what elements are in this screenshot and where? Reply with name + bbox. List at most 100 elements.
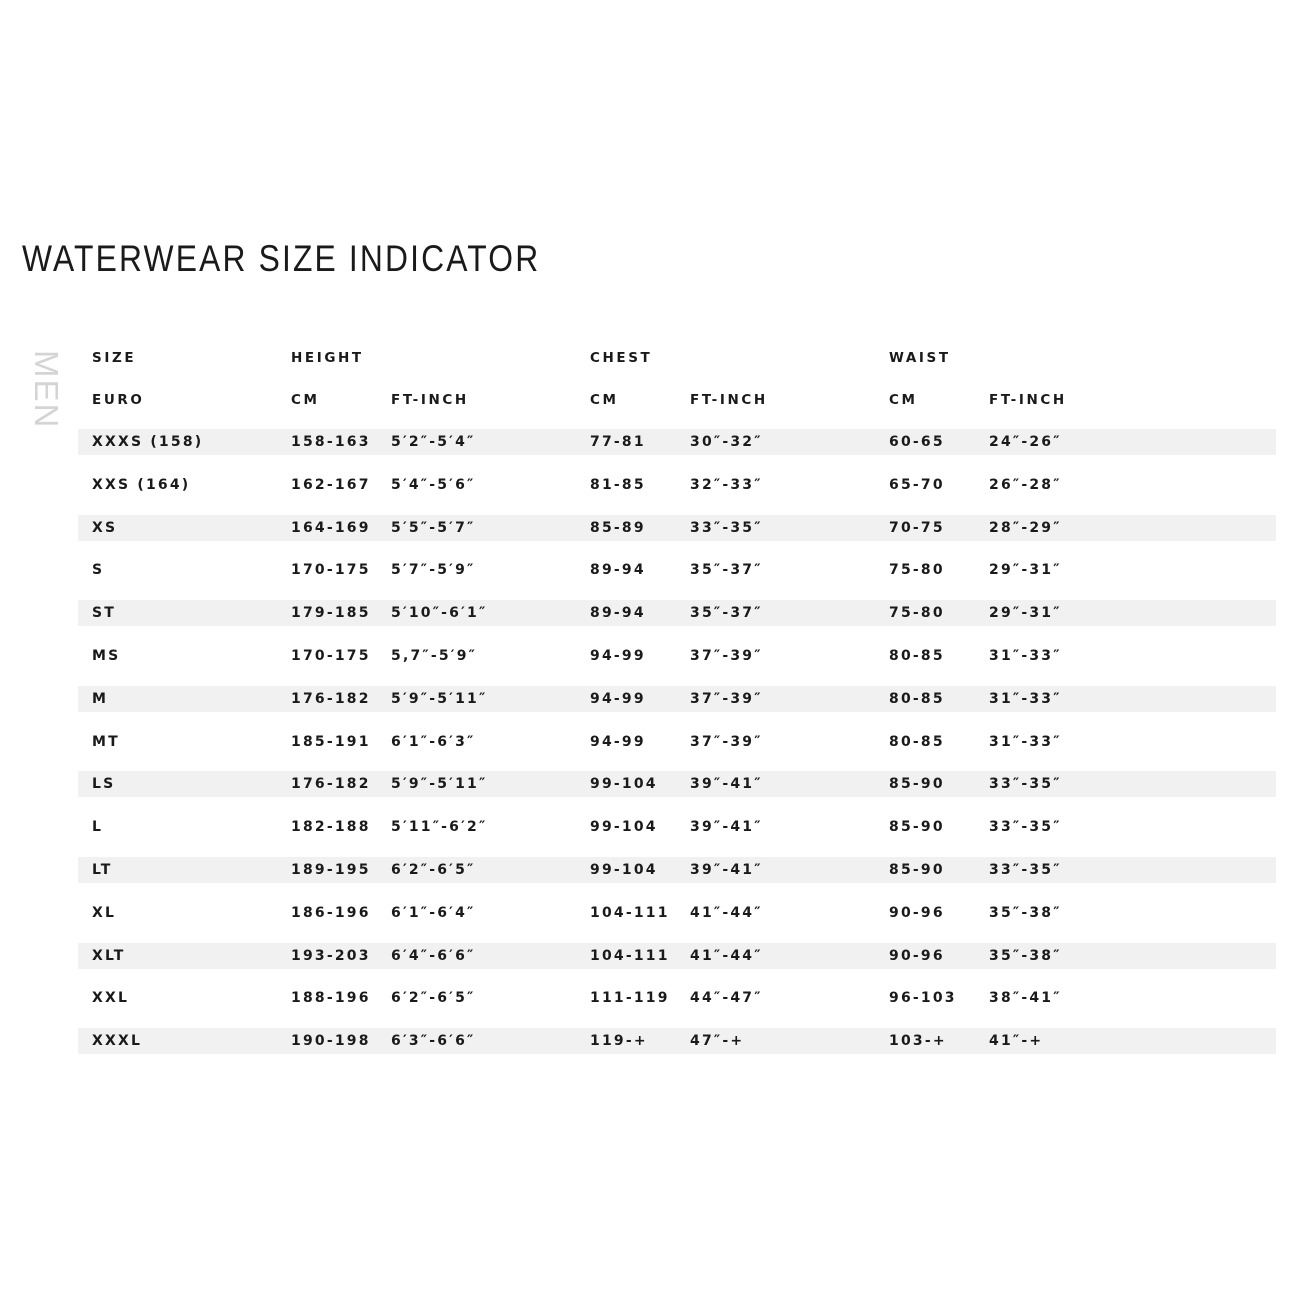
cell-chest-ft-inch: 35″-37″ xyxy=(690,562,763,579)
cell-chest-ft-inch: 39″-41″ xyxy=(690,819,763,836)
cell-chest-cm: 81-85 xyxy=(590,476,646,493)
cell-waist-ft-inch: 26″-28″ xyxy=(989,476,1062,493)
cell-size-euro: MT xyxy=(92,733,120,750)
cell-height-cm: 164-169 xyxy=(291,519,371,536)
cell-size-euro: LS xyxy=(92,776,116,793)
cell-chest-cm: 111-119 xyxy=(590,990,670,1007)
table-row: ST 179-185 5′10″-6′1″ 89-94 35″-37″ 75-80 29″-… xyxy=(78,600,1276,627)
cell-waist-ft-inch: 33″-35″ xyxy=(989,776,1062,793)
cell-waist-cm: 80-85 xyxy=(889,648,945,664)
cell-waist-cm: 80-85 xyxy=(889,690,945,707)
cell-chest-ft-inch: 47″-+ xyxy=(690,1033,745,1050)
cell-chest-ft-inch: 44″-47″ xyxy=(690,990,763,1007)
cell-chest-cm: 99-104 xyxy=(590,862,658,878)
table-row: XXXS (158) 158-163 5′2″-5′4″ 77-81 30″-32″ 60… xyxy=(78,429,1276,455)
subheader-waist-ft-inch: FT-INCH xyxy=(989,392,1067,408)
cell-size-euro: S xyxy=(92,562,105,579)
cell-waist-ft-inch: 29″-31″ xyxy=(989,562,1062,579)
page-title: WATERWEAR SIZE INDICATOR xyxy=(22,238,541,279)
table-row: MT 185-191 6′1″-6′3″ 94-99 37″-39″ 80-85 31″-3… xyxy=(78,729,1276,755)
cell-height-cm: 186-196 xyxy=(291,904,371,921)
cell-chest-cm: 99-104 xyxy=(590,776,658,793)
cell-waist-ft-inch: 33″-35″ xyxy=(989,862,1062,878)
cell-height-ft-inch: 5′5″-5′7″ xyxy=(391,519,476,536)
cell-chest-ft-inch: 33″-35″ xyxy=(690,519,763,536)
table-row: XLT 193-203 6′4″-6′6″ 104-111 41″-44″ 90-96 35… xyxy=(78,942,1276,969)
cell-waist-ft-inch: 29″-31″ xyxy=(989,605,1062,622)
cell-height-ft-inch: 5′10″-6′1″ xyxy=(391,605,488,622)
cell-waist-cm: 85-90 xyxy=(889,862,945,878)
cell-chest-ft-inch: 37″-39″ xyxy=(690,733,763,750)
cell-height-cm: 179-185 xyxy=(291,605,371,622)
cell-height-cm: 193-203 xyxy=(291,947,371,964)
cell-chest-cm: 104-111 xyxy=(590,904,670,921)
cell-waist-cm: 85-90 xyxy=(889,776,945,793)
table-row: M 176-182 5′9″-5′11″ 94-99 37″-39″ 80-85 31″-3… xyxy=(78,685,1276,712)
table-row: S 170-175 5′7″-5′9″ 89-94 35″-37″ 75-80 29″-31… xyxy=(78,557,1276,583)
cell-height-ft-inch: 6′1″-6′3″ xyxy=(391,733,476,750)
cell-chest-cm: 104-111 xyxy=(590,947,670,964)
cell-height-ft-inch: 5,7″-5′9″ xyxy=(391,648,478,664)
cell-height-ft-inch: 6′4″-6′6″ xyxy=(391,947,476,964)
cell-waist-ft-inch: 35″-38″ xyxy=(989,947,1062,964)
table-row: XXL 188-196 6′2″-6′5″ 111-119 44″-47″ 96-103 3… xyxy=(78,985,1276,1011)
cell-chest-cm: 89-94 xyxy=(590,605,646,622)
table-row: LT 189-195 6′2″-6′5″ 99-104 39″-41″ 85-90 33″-… xyxy=(78,857,1276,883)
subheader-height-cm: CM xyxy=(291,392,320,408)
subheader-waist-cm: CM xyxy=(889,392,918,408)
cell-chest-ft-inch: 39″-41″ xyxy=(690,862,763,878)
cell-size-euro: XXL xyxy=(92,990,130,1007)
cell-chest-ft-inch: 30″-32″ xyxy=(690,434,763,450)
cell-height-cm: 190-198 xyxy=(291,1033,371,1050)
table-row: XXS (164) 162-167 5′4″-5′6″ 81-85 32″-33″ 65-… xyxy=(78,472,1276,498)
cell-height-cm: 170-175 xyxy=(291,648,371,664)
cell-waist-cm: 75-80 xyxy=(889,605,945,622)
cell-size-euro: LT xyxy=(92,862,113,878)
cell-height-cm: 170-175 xyxy=(291,562,371,579)
cell-waist-ft-inch: 38″-41″ xyxy=(989,990,1062,1007)
cell-height-ft-inch: 5′4″-5′6″ xyxy=(391,476,476,493)
cell-chest-ft-inch: 41″-44″ xyxy=(690,904,763,921)
cell-size-euro: XXS (164) xyxy=(92,476,191,493)
cell-height-cm: 185-191 xyxy=(291,733,371,750)
cell-waist-cm: 65-70 xyxy=(889,476,945,493)
cell-height-cm: 158-163 xyxy=(291,434,371,450)
cell-height-ft-inch: 5′2″-5′4″ xyxy=(391,434,476,450)
header-waist: WAIST xyxy=(889,350,951,366)
section-label-men: MEN xyxy=(28,350,65,430)
cell-size-euro: XXXS (158) xyxy=(92,434,204,450)
table-row: XXXL 190-198 6′3″-6′6″ 119-+ 47″-+ 103-+ 41″-+ xyxy=(78,1028,1276,1055)
cell-height-ft-inch: 5′11″-6′2″ xyxy=(391,819,488,836)
cell-size-euro: XLT xyxy=(92,947,126,964)
table-row: XS 164-169 5′5″-5′7″ 85-89 33″-35″ 70-75 28″-2… xyxy=(78,514,1276,541)
cell-height-ft-inch: 6′3″-6′6″ xyxy=(391,1033,476,1050)
cell-waist-ft-inch: 31″-33″ xyxy=(989,648,1062,664)
cell-waist-ft-inch: 33″-35″ xyxy=(989,819,1062,836)
cell-chest-cm: 99-104 xyxy=(590,819,658,836)
cell-size-euro: XXXL xyxy=(92,1033,143,1050)
cell-chest-cm: 94-99 xyxy=(590,733,646,750)
table-row: L 182-188 5′11″-6′2″ 99-104 39″-41″ 85-90 33″-… xyxy=(78,814,1276,840)
cell-waist-cm: 75-80 xyxy=(889,562,945,579)
cell-height-ft-inch: 6′2″-6′5″ xyxy=(391,990,476,1007)
header-size: SIZE xyxy=(92,350,137,366)
cell-waist-cm: 80-85 xyxy=(889,733,945,750)
cell-height-cm: 182-188 xyxy=(291,819,371,836)
table-row: MS 170-175 5,7″-5′9″ 94-99 37″-39″ 80-85 31″-3… xyxy=(78,643,1276,669)
subheader-height-ft-inch: FT-INCH xyxy=(391,392,469,408)
cell-height-cm: 162-167 xyxy=(291,476,371,493)
cell-waist-ft-inch: 24″-26″ xyxy=(989,434,1062,450)
cell-waist-cm: 70-75 xyxy=(889,519,945,536)
table-row: LS 176-182 5′9″-5′11″ 99-104 39″-41″ 85-90 33″… xyxy=(78,771,1276,798)
cell-height-cm: 176-182 xyxy=(291,776,371,793)
cell-size-euro: ST xyxy=(92,605,117,622)
cell-chest-cm: 85-89 xyxy=(590,519,646,536)
cell-size-euro: XL xyxy=(92,904,117,921)
cell-waist-cm: 103-+ xyxy=(889,1033,947,1050)
subheader-chest-cm: CM xyxy=(590,392,619,408)
cell-size-euro: L xyxy=(92,819,104,836)
cell-chest-cm: 89-94 xyxy=(590,562,646,579)
header-chest: CHEST xyxy=(590,350,653,366)
cell-height-ft-inch: 6′2″-6′5″ xyxy=(391,862,476,878)
subheader-size-euro: EURO xyxy=(92,392,145,408)
